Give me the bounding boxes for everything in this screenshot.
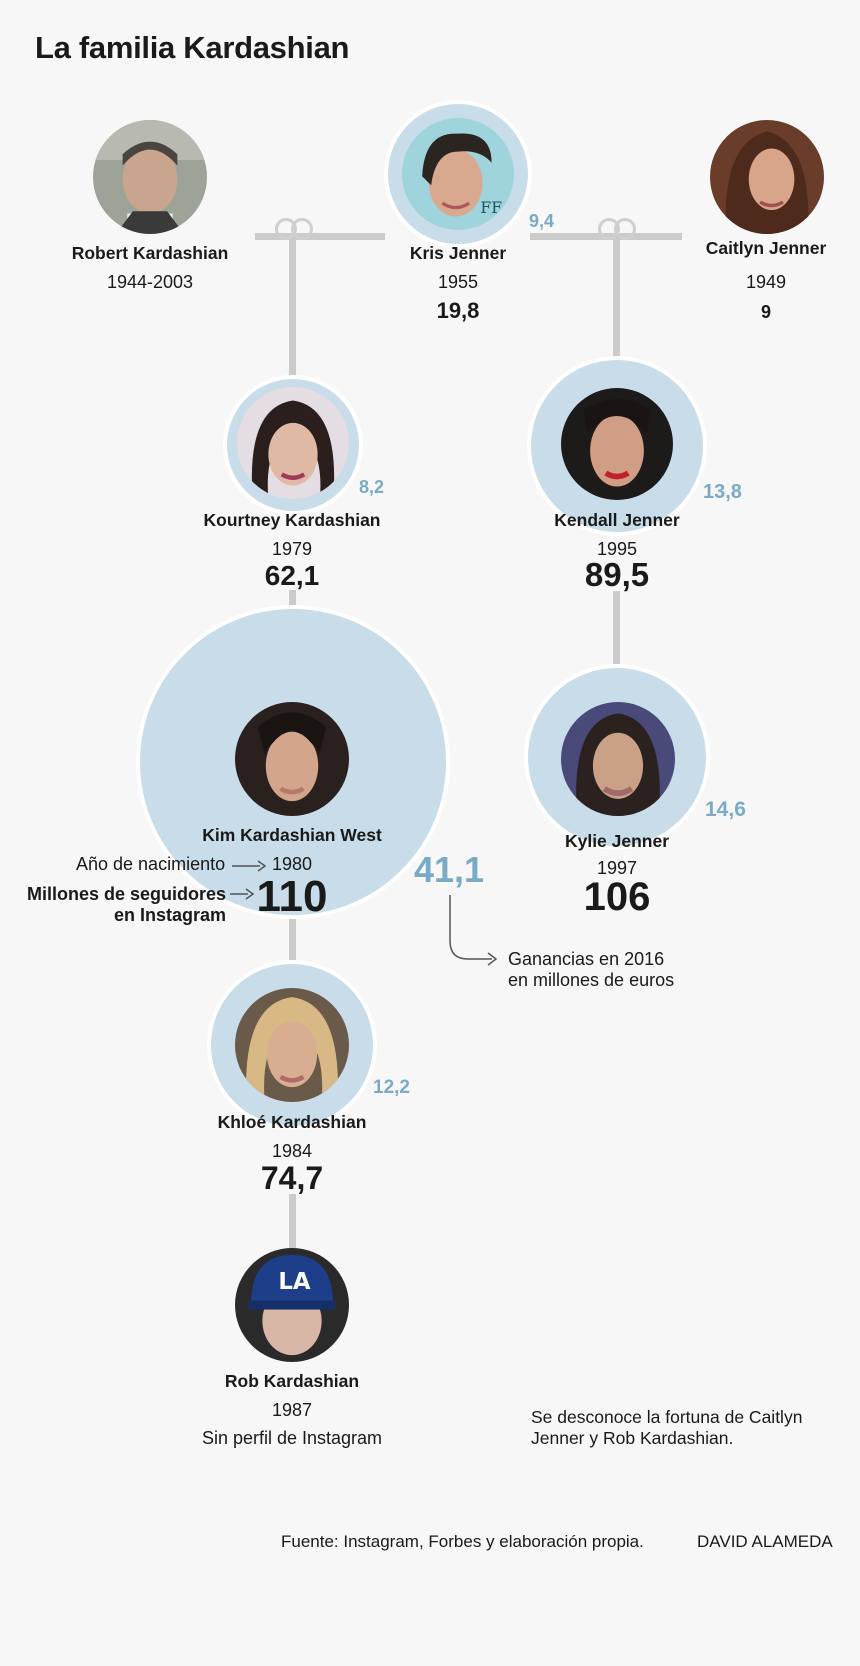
kris-jenner-photo: FF	[402, 118, 514, 230]
person-name-kendall: Kendall Jenner	[554, 510, 680, 530]
person-year-kris: 1955	[437, 272, 479, 292]
person-name-rob: Rob Kardashian	[224, 1371, 360, 1391]
earnings-bubble-kim	[136, 605, 450, 919]
author-credit: DAVID ALAMEDA	[697, 1532, 833, 1551]
person-name-robert: Robert Kardashian	[71, 243, 229, 263]
legend-followers-line1: Millones de seguidores	[26, 884, 226, 904]
followers-value-kim: 110	[256, 872, 328, 921]
kourtney-kardashian-photo	[237, 387, 349, 499]
earnings-value-kylie: 14,6	[705, 798, 746, 821]
page-title: La familia Kardashian	[35, 30, 350, 65]
rob-kardashian-photo: LA	[235, 1248, 349, 1362]
legend-earnings-line2: en millones de euros	[508, 970, 675, 990]
earnings-arrow-icon	[449, 895, 498, 966]
followers-value-kylie: 106	[583, 875, 651, 919]
earnings-value-kourtney: 8,2	[359, 477, 385, 497]
person-name-kourtney: Kourtney Kardashian	[203, 510, 381, 530]
svg-text:FF: FF	[480, 198, 502, 217]
earnings-value-kendall: 13,8	[703, 481, 742, 503]
followers-value-kourtney: 62,1	[260, 562, 324, 590]
person-years-robert: 1944-2003	[106, 272, 194, 292]
person-year-kim: 1980	[271, 854, 313, 874]
legend-followers-line2: en Instagram	[113, 905, 226, 925]
earnings-value-kris: 9,4	[529, 211, 555, 231]
unknown-fortune-note: Se desconoce la fortuna de Caitlyn Jenne…	[531, 1407, 803, 1448]
kendall-jenner-photo	[561, 388, 673, 500]
caitlyn-jenner-photo	[710, 120, 824, 234]
person-year-rob: 1987	[271, 1400, 313, 1420]
kim-kardashian-photo	[235, 702, 349, 816]
person-name-kylie: Kylie Jenner	[564, 831, 670, 851]
followers-value-caitlyn: 9	[760, 302, 772, 322]
person-name-kris: Kris Jenner	[409, 243, 507, 263]
kylie-jenner-photo	[561, 702, 675, 816]
earnings-value-khloe: 12,2	[373, 1077, 410, 1098]
person-year-khloe: 1984	[267, 1141, 317, 1162]
arrow-right-icon	[230, 888, 254, 900]
followers-value-kris: 19,8	[436, 298, 480, 323]
arrow-right-icon	[232, 860, 266, 872]
khloe-kardashian-photo	[235, 988, 349, 1102]
person-year-kourtney: 1979	[267, 539, 317, 560]
person-year-kylie: 1997	[596, 858, 638, 878]
person-year-kendall: 1995	[592, 539, 642, 560]
followers-value-kendall: 89,5	[580, 558, 654, 591]
svg-text:LA: LA	[278, 1269, 311, 1295]
robert-kardashian-photo	[93, 120, 207, 234]
person-year-caitlyn: 1949	[745, 272, 787, 292]
earnings-value-kim: 41,1	[414, 849, 485, 890]
followers-value-khloe: 74,7	[256, 1162, 328, 1194]
legend-earnings-line1: Ganancias en 2016	[508, 949, 665, 969]
person-name-khloe: Khloé Kardashian	[217, 1112, 367, 1132]
person-name-caitlyn: Caitlyn Jenner	[705, 238, 827, 258]
legend-birth-year: Año de nacimiento	[76, 854, 226, 874]
person-name-kim: Kim Kardashian West	[202, 825, 382, 845]
no-instagram-note-rob: Sin perfil de Instagram	[201, 1428, 383, 1448]
source-note: Fuente: Instagram, Forbes y elaboración …	[281, 1532, 644, 1551]
